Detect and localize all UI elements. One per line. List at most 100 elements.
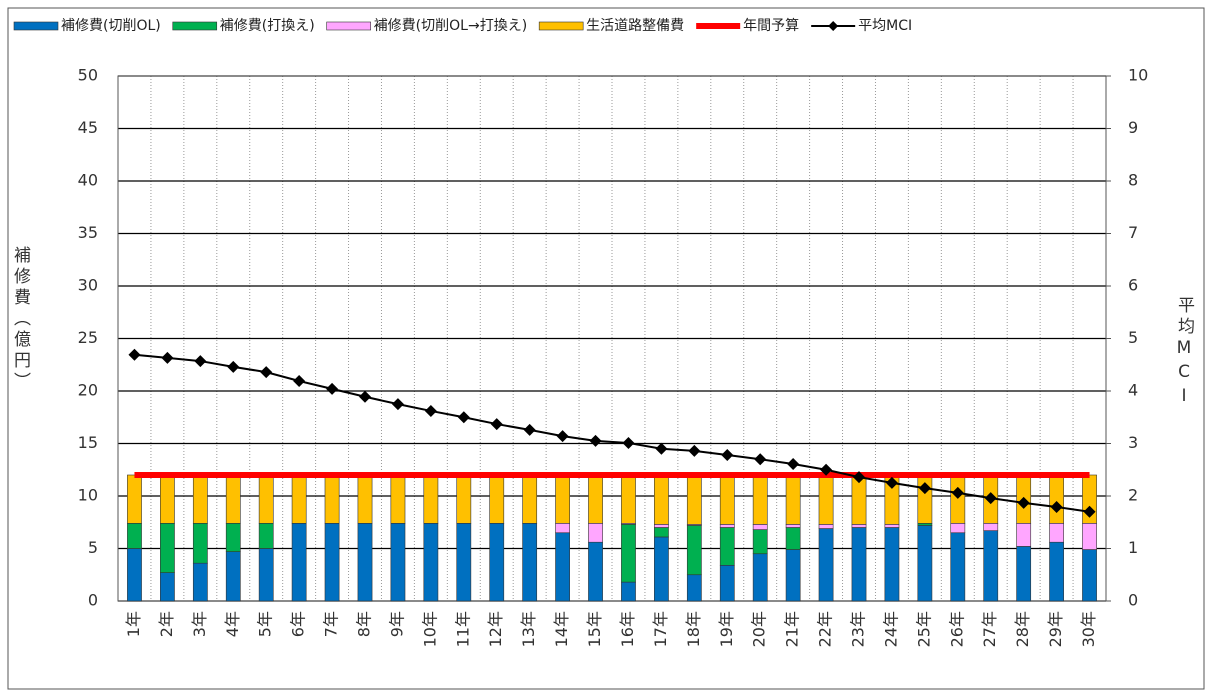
bar-segment [621, 581, 636, 602]
bar-segment [719, 564, 735, 602]
x-tick-label: 10年 [420, 611, 439, 647]
bar-segment [1016, 546, 1032, 602]
x-tick-label: 20年 [750, 611, 769, 647]
legend-swatch [172, 21, 218, 31]
bar-segment [1082, 522, 1097, 550]
line-marker [1017, 496, 1030, 509]
line-marker [918, 482, 931, 495]
line-series [134, 353, 1090, 513]
line-marker [391, 398, 404, 411]
bar-segment [719, 474, 735, 525]
bar-segment [983, 530, 999, 602]
bar-segment [357, 474, 373, 524]
bar-segment [192, 474, 208, 524]
line-marker [424, 404, 437, 417]
bar-segment [489, 522, 505, 602]
bar-segment [324, 474, 340, 524]
bar-segment [884, 524, 900, 528]
x-tick-label: 25年 [914, 611, 933, 647]
bar-segment [950, 522, 966, 534]
line-marker [523, 423, 536, 436]
x-tick-label: 26年 [947, 611, 966, 647]
line-marker [853, 471, 865, 484]
x-tick-label: 9年 [387, 611, 406, 637]
bar-segment [752, 524, 768, 530]
bar-segment [522, 522, 538, 602]
bar-segment [719, 524, 735, 528]
y2-tick-label: 6 [1128, 276, 1138, 295]
bar-segment [654, 524, 669, 528]
y-tick-label: 30 [78, 276, 98, 295]
bar-segment [588, 474, 603, 524]
bar-segment [818, 474, 834, 525]
bar-segment [1049, 541, 1064, 602]
bar-segment [950, 532, 966, 602]
bar-segment [1016, 522, 1032, 547]
bar-segment [686, 474, 702, 525]
bar-segment [851, 527, 867, 602]
bar-segment [818, 524, 834, 529]
line-marker [622, 436, 635, 449]
bar-segment [258, 474, 274, 524]
line-marker [655, 442, 668, 455]
bar-segment [719, 527, 735, 566]
y-tick-label: 25 [78, 328, 98, 347]
bar-segment [324, 522, 340, 602]
bar-segment [127, 474, 142, 524]
line-marker [787, 457, 800, 470]
y2-tick-label: 8 [1128, 171, 1138, 190]
y2-tick-label: 3 [1128, 433, 1138, 452]
x-tick-label: 17年 [651, 611, 670, 647]
bar-segment [884, 527, 900, 602]
line-marker [128, 348, 141, 361]
bar-segment [588, 522, 603, 543]
bar-segment [686, 574, 702, 602]
x-tick-label: 29年 [1046, 611, 1065, 647]
y-tick-label: 10 [78, 486, 98, 505]
y2-tick-label: 0 [1128, 591, 1138, 610]
y-tick-label: 45 [78, 118, 98, 137]
bar-segment [555, 522, 570, 534]
bar-segment [160, 572, 175, 602]
x-tick-label: 23年 [849, 611, 868, 647]
x-tick-label: 14年 [552, 611, 571, 647]
bar-segment [423, 474, 439, 524]
bar-segment [225, 522, 241, 552]
y-tick-label: 5 [88, 538, 98, 557]
legend-label: 補修費(切削OL→打換え) [374, 17, 527, 34]
bar-segment [588, 541, 603, 602]
line-marker [556, 430, 569, 443]
bar-segment [752, 553, 768, 602]
bar-segment [654, 527, 669, 538]
y-tick-label: 40 [78, 171, 98, 190]
x-tick-label: 6年 [289, 611, 308, 637]
x-tick-label: 13年 [519, 611, 538, 647]
x-tick-label: 28年 [1013, 611, 1032, 647]
bar-segment [160, 522, 175, 573]
y2-tick-label: 2 [1128, 486, 1138, 505]
bar-segment [258, 522, 274, 549]
bar-segment [818, 528, 834, 602]
bar-segment [917, 522, 933, 526]
bar-segment [654, 536, 669, 602]
x-tick-label: 21年 [783, 611, 802, 647]
y2-tick-label: 1 [1128, 538, 1138, 557]
x-tick-label: 15年 [585, 611, 604, 647]
x-tick-label: 16年 [618, 611, 637, 647]
bar-segment [522, 474, 538, 524]
y2-tick-label: 5 [1128, 328, 1138, 347]
y-tick-label: 50 [78, 66, 98, 85]
legend-swatch [13, 21, 59, 31]
x-tick-label: 27年 [980, 611, 999, 647]
x-tick-label: 24年 [881, 611, 900, 647]
bar-segment [291, 474, 307, 524]
bar-segment [357, 522, 373, 602]
bar-segment [456, 474, 472, 524]
x-tick-label: 12年 [486, 611, 505, 647]
x-tick-label: 30年 [1079, 611, 1098, 647]
x-tick-label: 4年 [223, 611, 242, 637]
x-tick-label: 11年 [453, 611, 472, 647]
bar-segment [390, 522, 406, 602]
bar-segment [258, 548, 274, 602]
